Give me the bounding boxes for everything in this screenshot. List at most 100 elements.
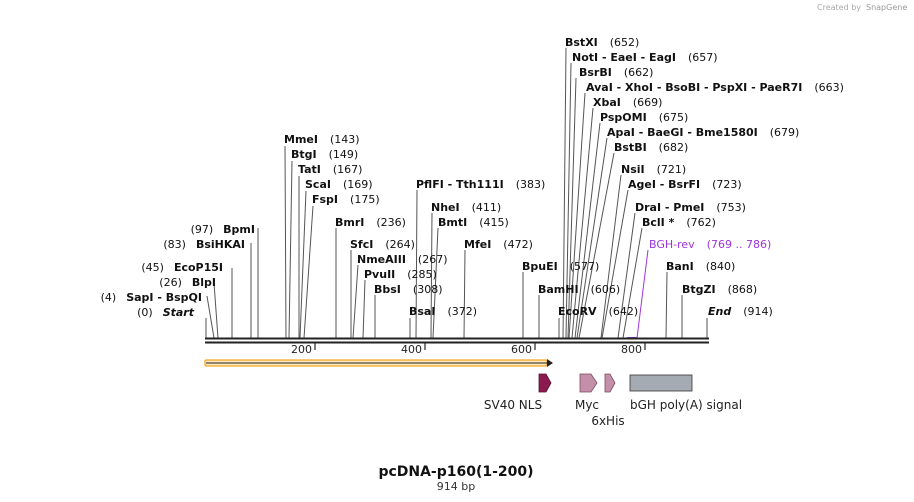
credit-brand: SnapGene (866, 3, 907, 12)
site-name: NheI (431, 201, 460, 214)
site-label: DraI - PmeI (753) (635, 201, 746, 214)
site-name: AgeI - BsrFI (628, 178, 700, 191)
site-pos: (383) (516, 178, 546, 191)
site-name: SfcI (350, 238, 373, 251)
site-name: End (708, 305, 731, 318)
site-pos: (914) (743, 305, 773, 318)
site-name: BanI (666, 260, 694, 273)
site-pos: (868) (728, 283, 758, 296)
site-pos: (652) (610, 36, 640, 49)
site-name: TatI (298, 163, 321, 176)
site-label: NsiI (721) (621, 163, 686, 176)
site-label: FspI (175) (312, 193, 380, 206)
site-pos: (4) (101, 291, 117, 304)
site-name: NmeAIII (357, 253, 406, 266)
site-label: AvaI - XhoI - BsoBI - PspXI - PaeR7I (663… (586, 81, 844, 94)
site-name: NsiI (621, 163, 645, 176)
site-label: BstXI (652) (565, 36, 639, 49)
site-name: PvuII (364, 268, 395, 281)
orf-arrow[interactable] (204, 359, 553, 367)
site-label: PflFI - Tth111I (383) (416, 178, 545, 191)
site-label: TatI (167) (298, 163, 362, 176)
site-name: SapI - BspQI (126, 291, 202, 304)
feature-label-myc: Myc (575, 398, 599, 412)
feature-sv40-nls[interactable] (538, 373, 552, 393)
site-pos: (682) (659, 141, 689, 154)
site-name: BtgI (291, 148, 317, 161)
site-pos: (267) (418, 253, 448, 266)
feature-bgh-polya[interactable] (629, 374, 693, 392)
site-pos: (175) (350, 193, 380, 206)
dna-backbone (205, 337, 709, 344)
site-name: PflFI - Tth111I (416, 178, 504, 191)
primer-name: BGH-rev (649, 238, 695, 251)
site-label: PspOMI (675) (600, 111, 688, 124)
site-label: (97) BpmI (191, 223, 255, 236)
site-label: ScaI (169) (305, 178, 373, 191)
site-label: BamHI (606) (538, 283, 620, 296)
site-name: BstXI (565, 36, 598, 49)
site-label: BsrBI (662) (579, 66, 653, 79)
site-name: BpuEI (522, 260, 558, 273)
site-label: BstBI (682) (614, 141, 688, 154)
site-label: EcoRV (642) (558, 305, 638, 318)
site-pos: (642) (609, 305, 639, 318)
site-pos: (308) (413, 283, 443, 296)
site-name: BlpI (192, 276, 216, 289)
site-pos: (753) (716, 201, 746, 214)
site-name: BsaI (409, 305, 435, 318)
site-name: MmeI (284, 133, 318, 146)
site-name: BbsI (374, 283, 401, 296)
ruler-tick-label: 400 (401, 343, 422, 356)
site-name: BtgZI (682, 283, 716, 296)
site-pos: (236) (376, 216, 406, 229)
site-label: XbaI (669) (593, 96, 662, 109)
site-label: BmrI (236) (335, 216, 406, 229)
site-pos: (723) (712, 178, 742, 191)
site-name: BsiHKAI (196, 238, 245, 251)
site-pos: (840) (706, 260, 736, 273)
site-label: SfcI (264) (350, 238, 415, 251)
site-pos: (577) (570, 260, 600, 273)
site-pos: (721) (657, 163, 687, 176)
site-name: NotI - EaeI - EagI (572, 51, 676, 64)
feature-label-sv40-nls: SV40 NLS (484, 398, 542, 412)
site-label: BanI (840) (666, 260, 735, 273)
site-connector-lines (205, 47, 708, 339)
site-label: BbsI (308) (374, 283, 443, 296)
site-pos: (663) (814, 81, 844, 94)
site-name: XbaI (593, 96, 621, 109)
site-pos: (169) (343, 178, 373, 191)
site-label: BpuEI (577) (522, 260, 599, 273)
ruler-tick-label: 800 (621, 343, 642, 356)
site-pos: (285) (407, 268, 437, 281)
site-pos: (26) (159, 276, 182, 289)
feature-myc[interactable] (579, 373, 598, 393)
site-label: BsaI (372) (409, 305, 477, 318)
site-label: MfeI (472) (464, 238, 533, 251)
site-group-right-top: BstXI (652) NotI - EaeI - EagI (657) BsrBI… (565, 36, 844, 318)
site-pos: (143) (330, 133, 360, 146)
site-name: Start (163, 306, 195, 319)
site-pos: (762) (686, 216, 716, 229)
credit-text: Created by (817, 3, 861, 12)
site-pos: (657) (688, 51, 718, 64)
site-label: (4) SapI - BspQI (101, 291, 202, 304)
site-label: MmeI (143) (284, 133, 360, 146)
feature-6xhis[interactable] (604, 373, 616, 393)
site-label: BtgZI (868) (682, 283, 757, 296)
site-label: BmtI (415) (438, 216, 509, 229)
site-name: PspOMI (600, 111, 647, 124)
ruler-tick-label: 600 (511, 343, 532, 356)
site-label: BtgI (149) (291, 148, 358, 161)
site-pos: (97) (191, 223, 214, 236)
primer-connector (636, 249, 649, 339)
site-label: PvuII (285) (364, 268, 437, 281)
site-name: BsrBI (579, 66, 612, 79)
site-name: EcoP15I (174, 261, 223, 274)
site-pos: (149) (329, 148, 359, 161)
site-label: NheI (411) (431, 201, 501, 214)
site-label: (26) BlpI (159, 276, 216, 289)
site-label: BclI * (762) (642, 216, 716, 229)
